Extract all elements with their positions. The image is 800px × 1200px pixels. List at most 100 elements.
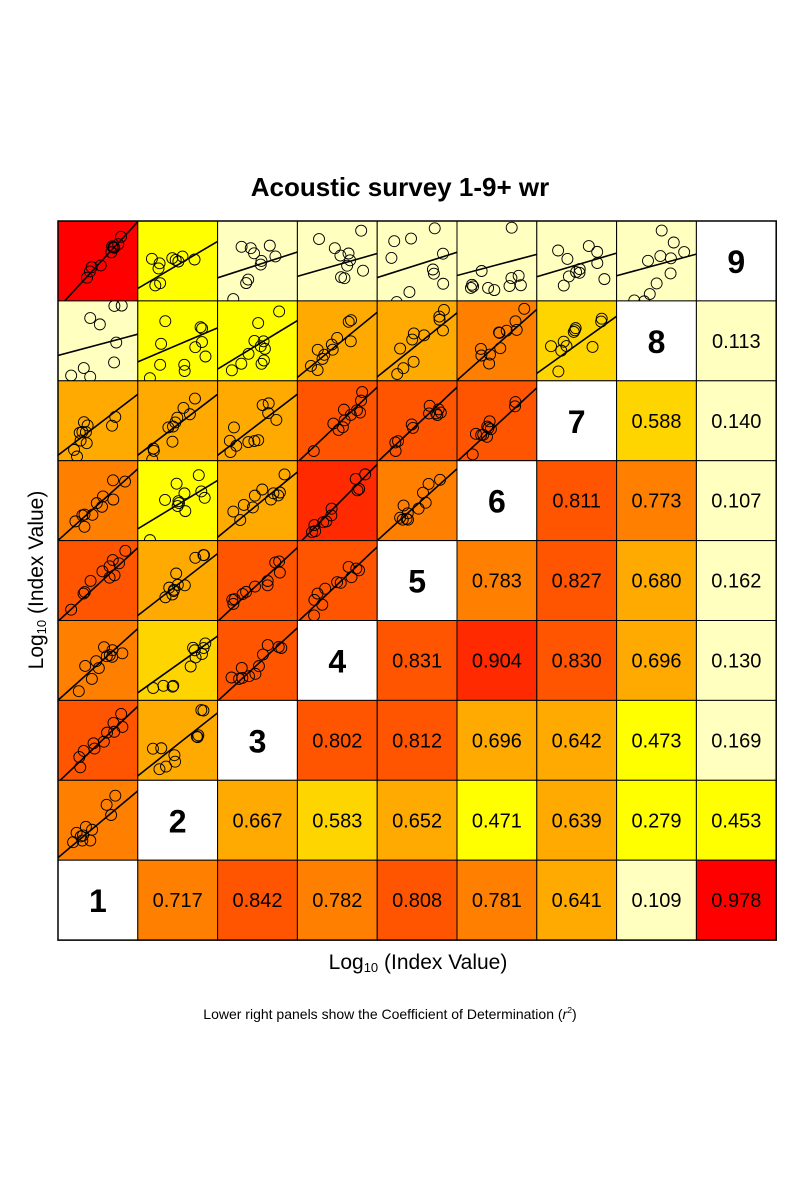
diagonal-cell-9: 9 — [695, 220, 777, 302]
scatter-point — [147, 442, 160, 455]
scatter-point — [412, 502, 425, 515]
r2-value: 0.588 — [631, 411, 681, 433]
regression-line — [457, 253, 537, 277]
scatter-point — [273, 486, 286, 499]
scatter-point — [275, 642, 288, 654]
r2-value: 0.717 — [153, 890, 203, 912]
age-label: 2 — [169, 803, 187, 839]
r2-value: 0.140 — [711, 411, 761, 433]
scatter-point — [248, 435, 261, 447]
scatter-point — [78, 586, 91, 599]
scatter-point — [100, 798, 113, 811]
r2-cell-1-2: 0.717 — [137, 859, 219, 941]
scatter-point — [493, 326, 505, 339]
regression-line — [137, 479, 218, 530]
scatter-panel-1-6 — [57, 460, 139, 542]
r2-cell-7-8: 0.588 — [616, 380, 697, 462]
scatter-panel-bg — [536, 221, 617, 301]
scatter-point — [169, 254, 182, 266]
scatter-point — [325, 502, 338, 515]
x-axis-label-sub: 10 — [363, 959, 379, 975]
scatter-panel-7-9 — [536, 220, 618, 302]
r2-cell-3-7: 0.642 — [536, 699, 618, 781]
scatter-panel-5-9 — [376, 220, 458, 302]
scatter-point — [197, 704, 210, 717]
scatter-point — [512, 269, 525, 282]
scatter-panel-bg — [457, 380, 537, 461]
r2-cell-bg — [456, 699, 538, 781]
scatter-panel-4-5 — [296, 540, 378, 621]
scatter-point — [336, 421, 349, 434]
r2-cell-3-6: 0.696 — [456, 699, 538, 781]
scatter-point — [177, 402, 190, 414]
x-axis-label-rest: (Index Value) — [378, 951, 508, 974]
scatter-point — [65, 603, 78, 616]
r2-value: 0.830 — [552, 650, 602, 672]
regression-line — [300, 463, 378, 541]
scatter-point — [227, 505, 240, 518]
r2-cell-4-6: 0.904 — [456, 620, 538, 701]
scatter-point — [228, 421, 240, 434]
scatter-panel-bg — [457, 221, 537, 301]
regression-line — [217, 319, 298, 370]
age-label: 3 — [249, 723, 267, 759]
r2-value: 0.169 — [711, 730, 761, 752]
r2-value: 0.782 — [312, 890, 362, 912]
diagonal-cell-bg — [137, 779, 219, 861]
r2-cell-2-8: 0.279 — [616, 779, 697, 861]
scatter-point — [273, 305, 286, 318]
scatter-point — [109, 789, 122, 802]
scatter-point — [667, 236, 680, 249]
scatter-panel-bg — [377, 221, 457, 301]
scatter-point — [234, 514, 247, 527]
scatter-point — [403, 286, 416, 299]
scatter-point — [103, 649, 116, 662]
scatter-point — [437, 324, 449, 337]
scatter-point — [385, 251, 398, 264]
scatter-point — [518, 302, 531, 315]
r2-value: 0.639 — [552, 810, 602, 832]
scatter-point — [337, 403, 350, 416]
scatter-point — [84, 574, 97, 587]
scatter-point — [500, 324, 513, 337]
scatter-point — [326, 343, 339, 356]
r2-cell-bg — [695, 859, 777, 941]
scatter-point — [68, 443, 81, 456]
scatter-point — [79, 426, 92, 439]
scatter-point — [172, 255, 185, 268]
scatter-point — [334, 249, 347, 262]
r2-cell-bg — [695, 460, 777, 542]
scatter-panel-bg — [297, 380, 378, 461]
scatter-point — [235, 240, 248, 253]
scatter-panel-1-7 — [57, 380, 139, 462]
scatter-point — [90, 655, 103, 668]
scatter-point — [342, 315, 355, 328]
scatter-panel-6-8 — [456, 300, 538, 382]
scatter-point — [428, 222, 441, 235]
r2-cell-bg — [217, 859, 298, 941]
scatter-point — [349, 473, 362, 485]
scatter-point — [469, 427, 482, 440]
scatter-point — [246, 501, 259, 514]
regression-line — [58, 333, 138, 357]
scatter-panel-2-4 — [137, 620, 219, 701]
scatter-point — [94, 259, 107, 272]
scatter-point — [278, 468, 291, 481]
scatter-point — [78, 416, 90, 429]
regression-line — [137, 552, 218, 617]
scatter-point — [388, 235, 401, 248]
scatter-point — [437, 247, 449, 260]
r2-value: 0.130 — [711, 650, 761, 672]
r2-value: 0.109 — [631, 890, 681, 912]
scatter-point — [433, 313, 446, 326]
scatter-point — [341, 259, 354, 272]
scatter-panel-bg — [137, 221, 218, 301]
scatter-point — [178, 579, 191, 592]
scatter-point — [154, 358, 167, 371]
r2-value: 0.642 — [552, 730, 602, 752]
scatter-panel-bg — [217, 300, 298, 381]
diagonal-cell-7: 7 — [536, 380, 618, 462]
scatter-point — [505, 221, 518, 234]
r2-value: 0.667 — [232, 810, 282, 832]
scatter-point — [678, 246, 691, 258]
